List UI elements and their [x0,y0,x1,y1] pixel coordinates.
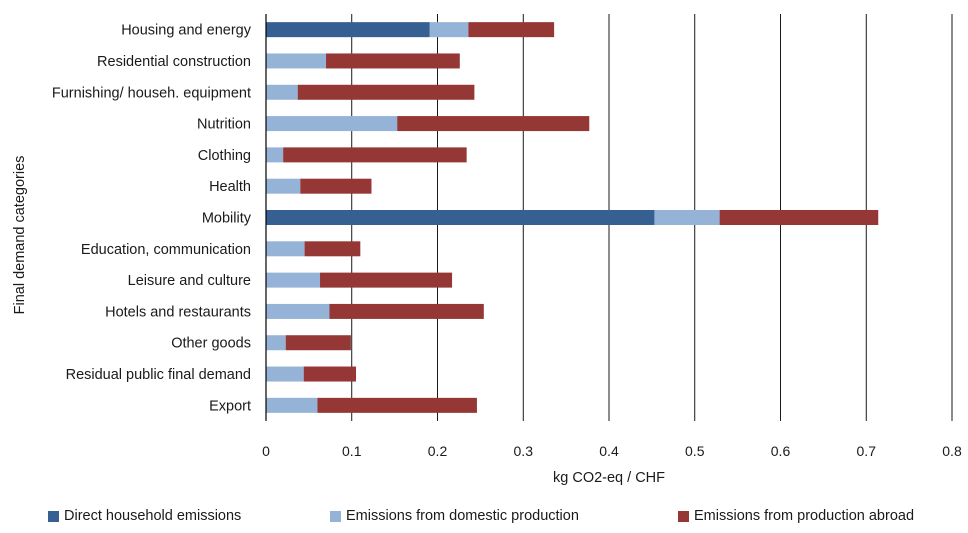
bar-segment-series-0 [266,210,655,225]
bar-segment-series-2 [300,178,372,194]
bar-segment-series-2 [320,272,453,288]
x-tick-label: 0.7 [857,443,877,459]
legend-label-domestic: Emissions from domestic production [346,508,579,524]
legend-label-abroad: Emissions from production abroad [694,508,915,524]
legend-item-abroad: Emissions from production abroad [678,508,914,524]
bar-segment-series-2 [397,116,590,132]
bar-segment-series-1 [266,53,327,69]
bar-segment-series-2 [304,241,361,257]
bar-segment-series-1 [266,272,321,288]
x-tick-label: 0.5 [685,443,705,459]
bar-segment-series-1 [266,335,286,351]
y-category-label: Residual public final demand [66,367,251,383]
y-axis-title: Final demand categories [12,156,28,315]
bar-segment-series-1 [266,397,318,413]
legend-item-domestic: Emissions from domestic production [330,508,579,524]
y-category-label: Health [209,179,251,195]
x-tick-label: 0.3 [514,443,534,459]
legend-swatch-abroad [678,510,689,522]
y-category-label: Other goods [171,336,251,352]
bar-segment-series-2 [285,335,351,351]
y-category-label: Residential construction [97,54,251,70]
legend: Direct household emissions Emissions fro… [0,508,968,532]
bar-segment-series-2 [468,22,555,38]
bar-segment-series-1 [266,303,330,319]
x-tick-labels: 0 0.1 0.2 0.3 0.4 0.5 0.6 0.7 0.8 [262,443,962,459]
y-category-labels: Housing and energy Residential constructi… [52,23,252,415]
y-category-label: Education, communication [81,242,251,258]
x-tick-label: 0.2 [428,443,448,459]
y-category-label: Leisure and culture [128,273,251,289]
legend-label-direct: Direct household emissions [64,508,242,524]
y-category-label: Mobility [202,211,252,227]
bar-segment-series-2 [303,366,357,382]
y-category-label: Furnishing/ househ. equipment [52,85,251,101]
bar-segment-series-1 [266,116,398,132]
bar-segment-series-1 [654,210,720,225]
y-category-label: Clothing [198,148,251,164]
bar-segment-series-1 [266,147,284,163]
stacked-bar-chart: 0 0.1 0.2 0.3 0.4 0.5 0.6 0.7 0.8 Housing and en… [12,14,962,486]
bar-segment-series-1 [266,366,304,382]
legend-swatch-domestic [330,510,341,522]
bar-segment-series-2 [719,210,879,225]
y-category-label: Nutrition [197,117,251,133]
x-tick-label: 0.8 [942,443,962,459]
bar-segment-series-2 [283,147,467,163]
y-category-label: Export [209,398,251,414]
bar-segment-series-0 [266,22,430,38]
x-tick-label: 0.6 [771,443,791,459]
x-tick-label: 0.4 [599,443,619,459]
x-axis-title: kg CO2-eq / CHF [553,470,665,486]
legend-swatch-direct [48,510,59,522]
bars [266,22,879,413]
bar-segment-series-2 [297,84,475,100]
bar-segment-series-2 [329,303,484,319]
bar-segment-series-1 [266,178,301,194]
legend-item-direct: Direct household emissions [48,508,241,524]
bar-segment-series-1 [266,84,298,100]
x-tick-label: 0.1 [342,443,362,459]
bar-segment-series-2 [317,397,477,413]
y-category-label: Hotels and restaurants [105,304,251,320]
bar-segment-series-1 [266,241,305,257]
bar-segment-series-1 [429,22,469,38]
x-tick-label: 0 [262,443,270,459]
y-category-label: Housing and energy [121,23,252,39]
bar-segment-series-2 [326,53,460,69]
